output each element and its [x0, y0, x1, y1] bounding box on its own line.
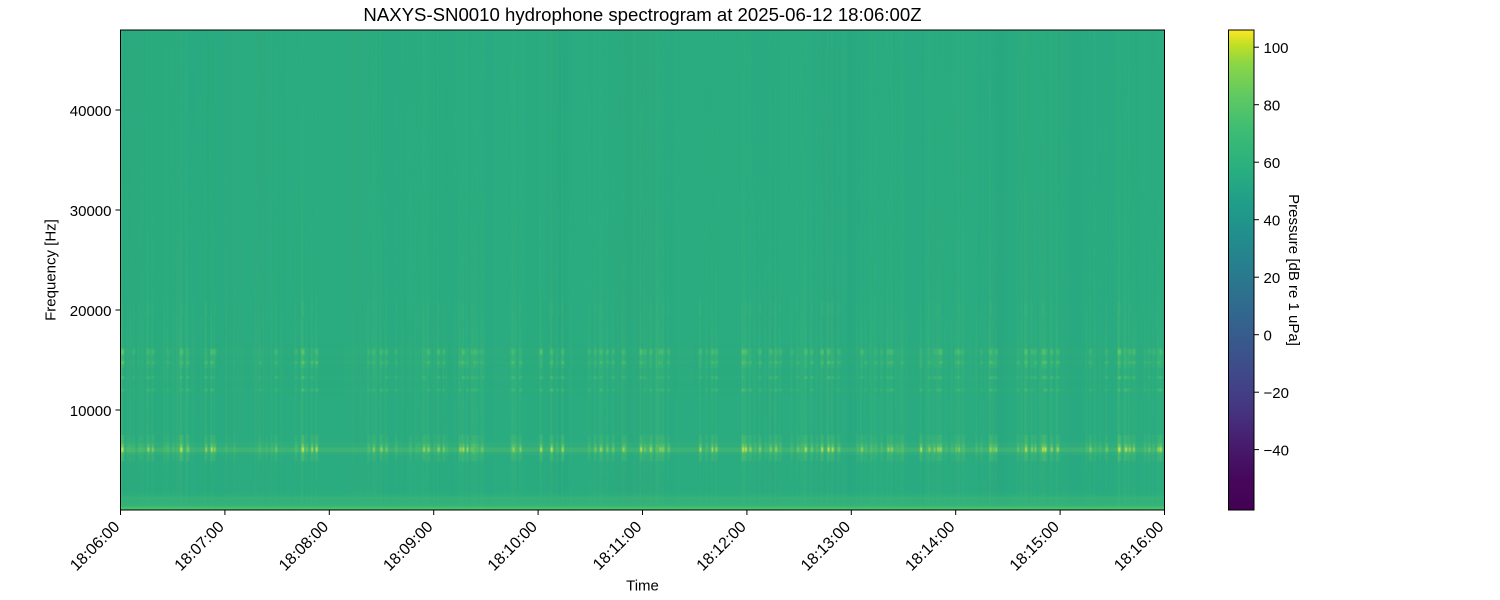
svg-text:30000: 30000: [70, 203, 112, 220]
svg-text:18:13:00: 18:13:00: [798, 518, 854, 574]
svg-text:18:11:00: 18:11:00: [590, 518, 645, 573]
svg-text:60: 60: [1264, 155, 1281, 172]
svg-text:100: 100: [1264, 40, 1289, 57]
svg-text:0: 0: [1264, 328, 1272, 345]
svg-text:18:12:00: 18:12:00: [694, 518, 750, 574]
svg-text:Pressure [dB re 1 uPa]: Pressure [dB re 1 uPa]: [1285, 194, 1302, 346]
svg-text:18:06:00: 18:06:00: [67, 518, 123, 574]
svg-text:18:16:00: 18:16:00: [1111, 518, 1167, 574]
svg-text:−40: −40: [1264, 443, 1289, 460]
svg-text:20000: 20000: [70, 303, 112, 320]
svg-text:−20: −20: [1264, 385, 1289, 402]
svg-text:20: 20: [1264, 270, 1281, 287]
svg-text:Frequency [Hz]: Frequency [Hz]: [43, 219, 60, 321]
svg-text:18:09:00: 18:09:00: [380, 518, 436, 574]
svg-text:18:08:00: 18:08:00: [276, 518, 332, 574]
svg-text:80: 80: [1264, 98, 1281, 115]
svg-text:Time: Time: [626, 578, 659, 595]
svg-text:40: 40: [1264, 213, 1281, 230]
svg-text:18:10:00: 18:10:00: [485, 518, 541, 574]
svg-text:18:15:00: 18:15:00: [1007, 518, 1063, 574]
svg-text:NAXYS-SN0010 hydrophone spectr: NAXYS-SN0010 hydrophone spectrogram at 2…: [363, 4, 921, 25]
svg-text:18:14:00: 18:14:00: [902, 518, 958, 574]
svg-text:40000: 40000: [70, 103, 112, 120]
svg-text:18:07:00: 18:07:00: [172, 518, 228, 574]
svg-text:10000: 10000: [70, 403, 112, 420]
